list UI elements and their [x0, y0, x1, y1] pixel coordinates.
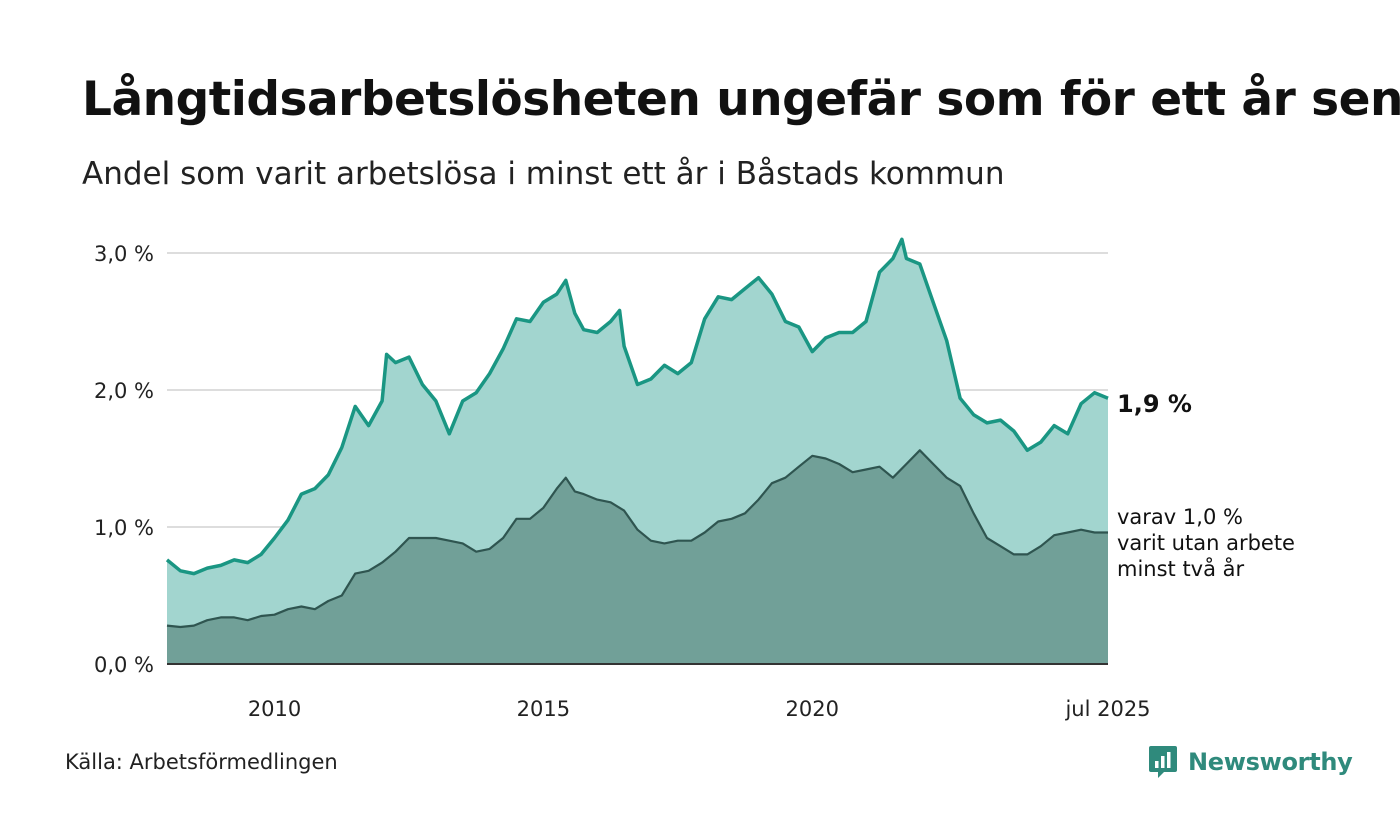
total-line [165, 237, 1109, 576]
x-tick-label: jul 2025 [1064, 697, 1150, 721]
newsworthy-logo-icon [1149, 746, 1177, 778]
annotation-line: varav 1,0 % [1117, 505, 1243, 529]
x-tick-label: 2015 [517, 697, 570, 721]
annotation-line: minst två år [1117, 556, 1245, 581]
y-tick-label: 2,0 % [94, 379, 154, 403]
chart-title: Långtidsarbetslösheten ungefär som för e… [82, 72, 1400, 127]
x-tick-label: 2010 [248, 697, 301, 721]
two-years-line [166, 449, 1108, 629]
area-series [165, 237, 1109, 665]
brand-name: Newsworthy [1188, 748, 1353, 776]
brand-logo: Newsworthy [1148, 744, 1353, 780]
y-tick-label: 1,0 % [94, 516, 154, 540]
source-note: Källa: Arbetsförmedlingen [65, 750, 338, 774]
annotation-line: varit utan arbete [1117, 531, 1295, 555]
chart-subtitle: Andel som varit arbetslösa i minst ett å… [82, 156, 1005, 192]
y-tick-label: 3,0 % [94, 242, 154, 266]
two-years-area [167, 450, 1108, 664]
y-tick-label: 0,0 % [94, 653, 154, 677]
x-tick-label: 2020 [786, 697, 839, 721]
axes: 0,0 % 1,0 % 2,0 % 3,0 % 2010 2015 2020 jul 2025 [94, 242, 1151, 721]
end-value-label: 1,9 % [1117, 390, 1192, 418]
